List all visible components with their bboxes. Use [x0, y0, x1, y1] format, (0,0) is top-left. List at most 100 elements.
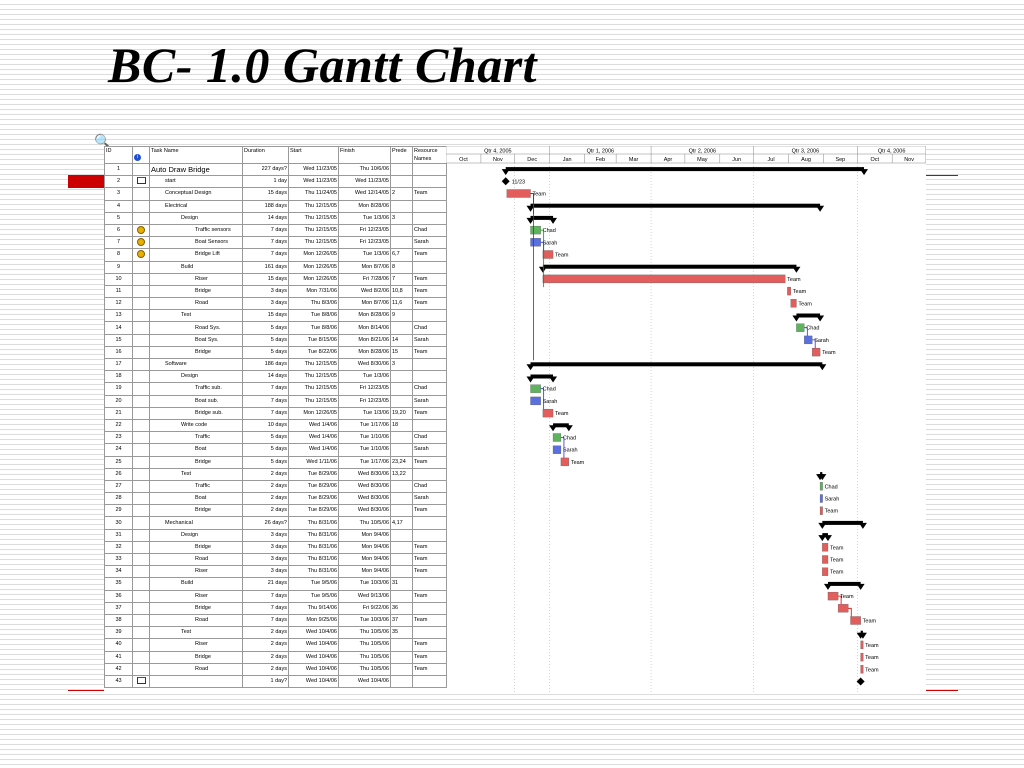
table-row[interactable]: 26 Test 2 days Tue 8/29/06 Wed 8/30/06 13,22	[104, 467, 447, 481]
row-finish[interactable]: Wed 8/30/06	[338, 357, 391, 372]
row-duration[interactable]: 26 days?	[242, 516, 289, 530]
row-start[interactable]: Thu 12/15/05	[288, 211, 339, 225]
row-indicator[interactable]	[132, 333, 150, 347]
row-resource[interactable]	[412, 211, 447, 225]
row-id[interactable]: 40	[104, 638, 133, 652]
row-finish[interactable]: Mon 9/4/06	[338, 540, 391, 555]
row-id[interactable]: 41	[104, 650, 133, 664]
row-finish[interactable]: Wed 8/30/06	[338, 492, 391, 506]
row-duration[interactable]: 2 days	[242, 492, 289, 506]
row-indicator[interactable]	[132, 431, 150, 445]
row-indicator[interactable]	[132, 394, 150, 408]
row-duration[interactable]: 2 days	[242, 479, 289, 494]
row-task-name[interactable]: Riser	[149, 589, 243, 603]
row-task-name[interactable]: Riser	[149, 565, 243, 579]
row-indicator[interactable]	[132, 272, 150, 286]
row-id[interactable]: 32	[104, 540, 133, 555]
row-resource[interactable]	[412, 674, 447, 689]
row-duration[interactable]: 3 days	[242, 552, 289, 567]
row-task-name[interactable]: Bridge	[149, 345, 243, 360]
row-id[interactable]: 24	[104, 443, 133, 457]
col-header-id[interactable]: ID	[104, 146, 133, 164]
row-id[interactable]: 23	[104, 431, 133, 445]
row-id[interactable]: 17	[104, 357, 133, 372]
row-resource[interactable]	[412, 528, 447, 542]
row-finish[interactable]: Tue 10/3/06	[338, 577, 391, 591]
row-resource[interactable]: Team	[412, 662, 447, 676]
row-indicator[interactable]	[132, 650, 150, 664]
row-predecessors[interactable]: 2	[390, 187, 413, 201]
row-predecessors[interactable]: 36	[390, 601, 413, 615]
row-task-name[interactable]: Write code	[149, 418, 243, 433]
row-duration[interactable]: 7 days	[242, 406, 289, 420]
table-row[interactable]: 38 Road 7 days Mon 9/25/06 Tue 10/3/06 37 Team	[104, 613, 447, 628]
row-duration[interactable]: 7 days	[242, 601, 289, 615]
row-duration[interactable]: 15 days	[242, 309, 289, 323]
row-id[interactable]: 22	[104, 418, 133, 433]
row-resource[interactable]: Team	[412, 272, 447, 286]
row-duration[interactable]: 14 days	[242, 211, 289, 225]
row-task-name[interactable]: Bridge	[149, 504, 243, 518]
row-finish[interactable]: Wed 10/4/06	[338, 674, 391, 689]
row-indicator[interactable]	[132, 613, 150, 628]
row-task-name[interactable]: Design	[149, 370, 243, 384]
row-start[interactable]: Wed 10/4/06	[288, 650, 339, 664]
row-id[interactable]: 31	[104, 528, 133, 542]
row-id[interactable]: 1	[104, 162, 133, 177]
row-indicator[interactable]	[132, 467, 150, 481]
table-row[interactable]: 9 Build 161 days Mon 12/26/05 Mon 8/7/06 8	[104, 260, 447, 274]
row-duration[interactable]: 5 days	[242, 455, 289, 469]
row-finish[interactable]: Fri 12/23/05	[338, 382, 391, 396]
row-duration[interactable]: 2 days	[242, 504, 289, 518]
row-indicator[interactable]	[132, 382, 150, 396]
row-predecessors[interactable]: 23,24	[390, 455, 413, 469]
row-predecessors[interactable]	[390, 492, 413, 506]
table-row[interactable]: 31 Design 3 days Thu 8/31/06 Mon 9/4/06	[104, 528, 447, 542]
table-row[interactable]: 7 Boat Sensors 7 days Thu 12/15/05 Fri 12/23…	[104, 236, 447, 250]
row-predecessors[interactable]	[390, 552, 413, 567]
row-resource[interactable]: Chad	[412, 321, 447, 335]
row-task-name[interactable]: Boat sub.	[149, 394, 243, 408]
row-indicator[interactable]	[132, 199, 150, 213]
row-start[interactable]: Wed 11/23/05	[288, 175, 339, 189]
table-row[interactable]: 35 Build 21 days Tue 9/5/06 Tue 10/3/06 31	[104, 577, 447, 591]
row-finish[interactable]: Tue 1/3/06	[338, 406, 391, 420]
row-finish[interactable]: Fri 9/22/06	[338, 601, 391, 615]
row-duration[interactable]: 1 day?	[242, 674, 289, 689]
row-indicator[interactable]	[132, 528, 150, 542]
row-predecessors[interactable]: 10,8	[390, 284, 413, 299]
row-indicator[interactable]	[132, 175, 150, 189]
row-resource[interactable]: Team	[412, 284, 447, 299]
row-resource[interactable]: Sarah	[412, 443, 447, 457]
row-predecessors[interactable]	[390, 443, 413, 457]
row-predecessors[interactable]	[390, 162, 413, 177]
row-task-name[interactable]: Design	[149, 528, 243, 542]
col-header-start[interactable]: Start	[288, 146, 339, 164]
row-finish[interactable]: Mon 8/28/06	[338, 199, 391, 213]
row-start[interactable]: Wed 1/4/06	[288, 443, 339, 457]
row-indicator[interactable]	[132, 248, 150, 262]
table-row[interactable]: 27 Traffic 2 days Tue 8/29/06 Wed 8/30/06 Cha…	[104, 479, 447, 494]
row-predecessors[interactable]: 3	[390, 211, 413, 225]
row-start[interactable]: Thu 8/31/06	[288, 565, 339, 579]
table-row[interactable]: 10 Riser 15 days Mon 12/26/05 Fri 7/28/06 7 Te…	[104, 272, 447, 286]
row-indicator[interactable]	[132, 370, 150, 384]
row-id[interactable]: 5	[104, 211, 133, 225]
col-header-finish[interactable]: Finish	[338, 146, 391, 164]
row-task-name[interactable]: Road	[149, 662, 243, 676]
table-row[interactable]: 24 Boat 5 days Wed 1/4/06 Tue 1/10/06 Sarah	[104, 443, 447, 457]
table-row[interactable]: 6 Traffic sensors 7 days Thu 12/15/05 Fri 12…	[104, 223, 447, 238]
table-row[interactable]: 39 Test 2 days Wed 10/4/06 Thu 10/5/06 35	[104, 626, 447, 640]
row-resource[interactable]: Team	[412, 613, 447, 628]
row-indicator[interactable]	[132, 455, 150, 469]
row-id[interactable]: 19	[104, 382, 133, 396]
row-start[interactable]: Tue 9/5/06	[288, 577, 339, 591]
row-start[interactable]: Mon 12/26/05	[288, 260, 339, 274]
row-task-name[interactable]: Bridge	[149, 601, 243, 615]
row-start[interactable]: Wed 10/4/06	[288, 626, 339, 640]
row-id[interactable]: 29	[104, 504, 133, 518]
row-finish[interactable]: Thu 10/6/06	[338, 162, 391, 177]
row-duration[interactable]: 3 days	[242, 297, 289, 311]
row-predecessors[interactable]: 13,22	[390, 467, 413, 481]
row-duration[interactable]: 2 days	[242, 662, 289, 676]
